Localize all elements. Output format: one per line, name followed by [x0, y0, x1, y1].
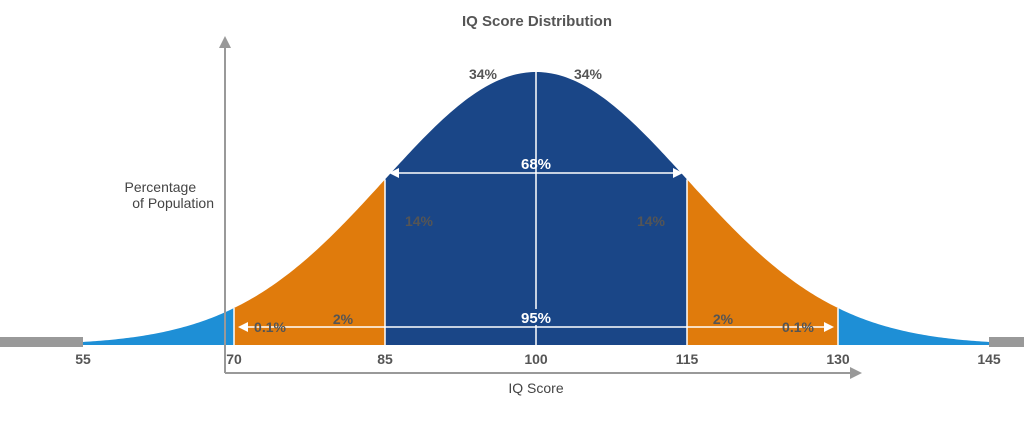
x-tick-115: 115	[676, 351, 699, 367]
region-percent-labels: 0.1% 2% 14% 34% 34% 14% 2% 0.1%	[254, 66, 814, 335]
x-tick-55: 55	[75, 351, 91, 367]
distribution-regions	[0, 72, 1024, 347]
x-tick-85: 85	[377, 351, 393, 367]
y-axis-label-line-1: Percentage	[125, 179, 197, 195]
region-115-130	[687, 179, 838, 345]
x-tick-100: 100	[524, 351, 548, 367]
percent-label-85-100: 34%	[469, 66, 498, 82]
percentage-spans: 68% 95%	[238, 156, 834, 332]
x-axis-label: IQ Score	[508, 380, 563, 396]
percent-label-40-55: 0.1%	[254, 319, 286, 335]
tail-bar-7	[989, 337, 1024, 347]
percent-label-55-70: 2%	[333, 311, 354, 327]
percent-label-70-85: 14%	[405, 213, 434, 229]
region-100-115	[536, 72, 687, 345]
percent-label-115-130: 14%	[637, 213, 666, 229]
x-tick-labels: 55 70 85 100 115 130 145	[75, 351, 1001, 367]
region-70-85	[234, 179, 385, 345]
region-85-100	[385, 72, 536, 345]
chart-title: IQ Score Distribution	[462, 13, 612, 30]
span-label-68%: 68%	[521, 156, 551, 173]
x-tick-145: 145	[977, 351, 1001, 367]
span-label-95%: 95%	[521, 310, 551, 327]
region-55-70	[83, 308, 234, 345]
x-tick-70: 70	[226, 351, 242, 367]
x-tick-130: 130	[826, 351, 850, 367]
percent-label-100-115: 34%	[574, 66, 603, 82]
span-label-bg-95%	[510, 309, 562, 325]
percent-label-145-160: 0.1%	[782, 319, 814, 335]
y-axis-label-line-2: of Population	[132, 195, 214, 211]
percent-label-130-145: 2%	[713, 311, 734, 327]
region-130-145	[838, 308, 989, 345]
tail-bar-0	[0, 337, 83, 347]
region-dividers	[233, 72, 839, 345]
y-axis-label: Percentage of Population	[125, 179, 215, 211]
